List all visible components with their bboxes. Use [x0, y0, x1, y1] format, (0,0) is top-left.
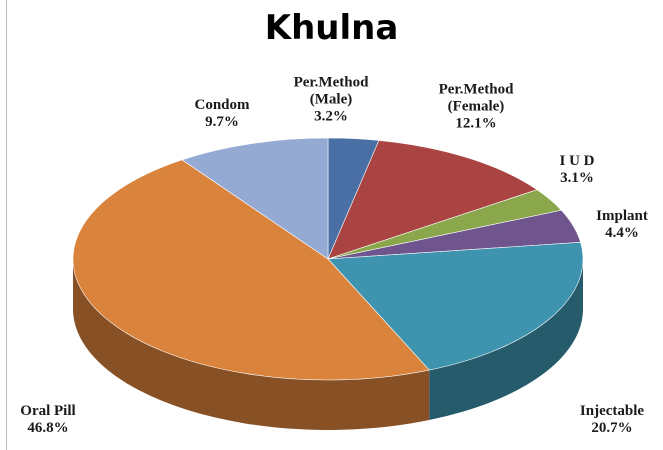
- slice: [327, 140, 538, 260]
- label-name: Condom: [194, 97, 250, 113]
- label-value: 12.1%: [455, 115, 497, 132]
- label-name: Implant: [596, 208, 648, 224]
- label-name: I U D: [559, 153, 595, 169]
- slice: [327, 242, 584, 371]
- label-value: 3.1%: [560, 170, 594, 186]
- data-label: Injectable 20.7%: [564, 403, 660, 437]
- label-value: 9.7%: [205, 114, 239, 130]
- data-label: Oral Pill 46.8%: [0, 403, 96, 437]
- data-label: Implant 4.4%: [574, 208, 663, 242]
- slice-side: [429, 259, 584, 421]
- label-name: Oral Pill: [20, 403, 76, 419]
- data-label: Per.Method (Female) 12.1%: [428, 82, 524, 133]
- slice: [72, 159, 430, 381]
- data-label: Condom 9.7%: [174, 97, 270, 131]
- chart-title: Khulna: [264, 8, 399, 48]
- label-name: Per.Method (Male): [293, 74, 369, 108]
- slice-side: [73, 259, 430, 430]
- data-label: I U D 3.1%: [529, 153, 625, 187]
- label-value: 3.2%: [314, 108, 348, 125]
- label-name: Per.Method (Female): [438, 81, 514, 115]
- slice: [181, 137, 329, 260]
- label-name: Injectable: [579, 403, 645, 419]
- frame-edge: [6, 0, 7, 450]
- data-label: Per.Method (Male) 3.2%: [283, 75, 379, 126]
- label-value: 46.8%: [27, 420, 69, 436]
- label-value: 20.7%: [591, 420, 633, 436]
- label-value: 4.4%: [605, 225, 639, 241]
